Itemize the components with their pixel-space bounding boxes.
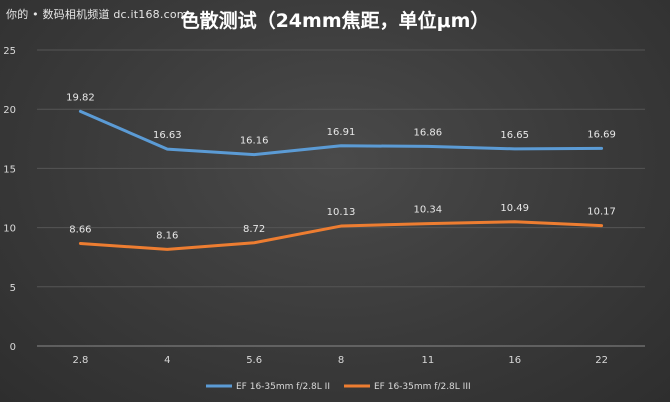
data-label: 10.34 [414,205,443,216]
data-label: 10.49 [500,203,529,214]
legend-label-1: EF 16-35mm f/2.8L II [236,382,330,392]
y-axis-ticks: 0 5 10 15 20 25 [3,46,16,353]
series-lines [78,109,604,251]
gridlines [37,49,645,347]
data-label: 8.16 [156,230,178,241]
y-tick-label: 5 [10,283,16,294]
x-tick-label: 4 [164,355,170,366]
data-label: 16.16 [240,136,269,147]
x-tick-label: 22 [595,355,608,366]
data-label: 10.17 [587,207,616,218]
x-tick-label: 11 [421,355,434,366]
y-tick-label: 10 [3,224,16,235]
x-axis-ticks: 2.8 4 5.6 8 11 16 22 [72,355,607,366]
series-line-2 [78,220,604,251]
data-label: 16.69 [587,129,616,140]
y-tick-label: 0 [10,342,16,353]
data-label: 19.82 [66,92,95,103]
x-tick-label: 2.8 [72,355,88,366]
data-label: 10.13 [327,207,356,218]
x-tick-label: 5.6 [246,355,262,366]
x-tick-label: 8 [338,355,344,366]
legend: EF 16-35mm f/2.8L II EF 16-35mm f/2.8L II… [206,382,471,392]
data-label: 16.86 [414,127,443,138]
data-label: 16.91 [327,127,356,138]
data-labels: 19.82 16.63 16.16 16.91 16.86 16.65 16.69 8.66 8… [66,92,616,241]
legend-label-2: EF 16-35mm f/2.8L III [374,382,471,392]
y-tick-label: 20 [3,105,16,116]
data-label: 16.65 [500,130,529,141]
y-tick-label: 25 [3,46,16,57]
data-label: 8.72 [243,224,265,235]
series-line-1 [78,109,604,157]
x-tick-label: 16 [508,355,521,366]
y-tick-label: 15 [3,164,16,175]
data-label: 16.63 [153,130,182,141]
chart-title: 色散测试（24mm焦距，单位μm） [180,10,490,32]
watermark: 你的 • 数码相机频道 dc.it168.com [6,8,188,21]
data-label: 8.66 [69,224,91,235]
